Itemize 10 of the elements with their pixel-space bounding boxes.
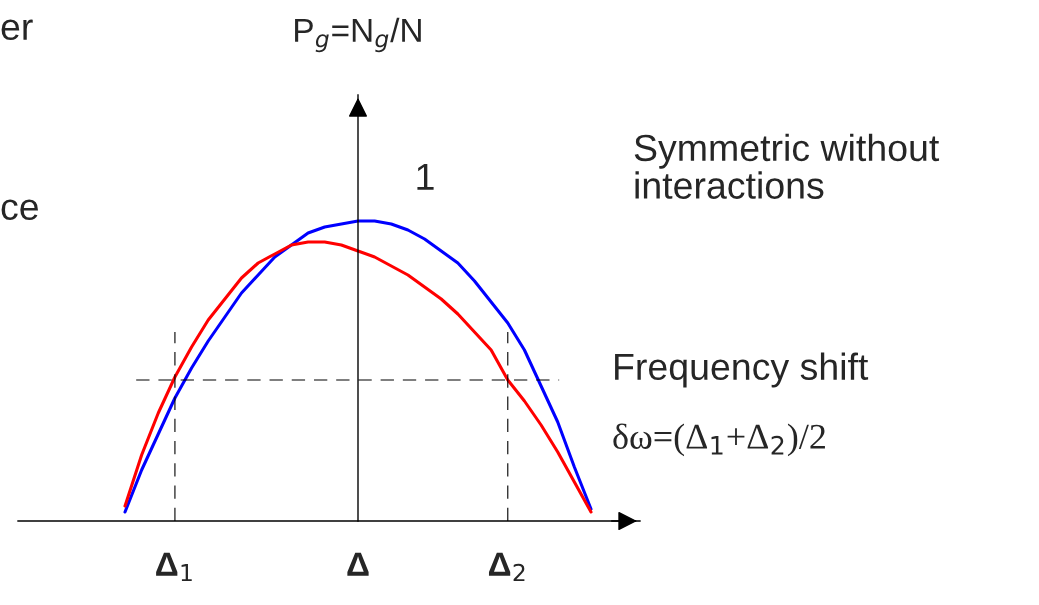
x-tick-label: Δ$_{2}$	[488, 552, 525, 582]
text: er	[1, 19, 33, 41]
x-tick-label: Δ	[347, 552, 369, 576]
text: δω=(Δ$_{1}$+Δ$_{2}$)/2	[613, 423, 825, 457]
x-tick-label: Δ$_{1}$	[156, 552, 192, 582]
text: P$_{g}$=N$_{g}$/N	[295, 17, 421, 53]
text: Symmetric without interactions	[634, 133, 940, 199]
text: 1	[417, 163, 434, 190]
text: ce	[1, 199, 38, 221]
text: Frequency shift	[615, 352, 869, 388]
